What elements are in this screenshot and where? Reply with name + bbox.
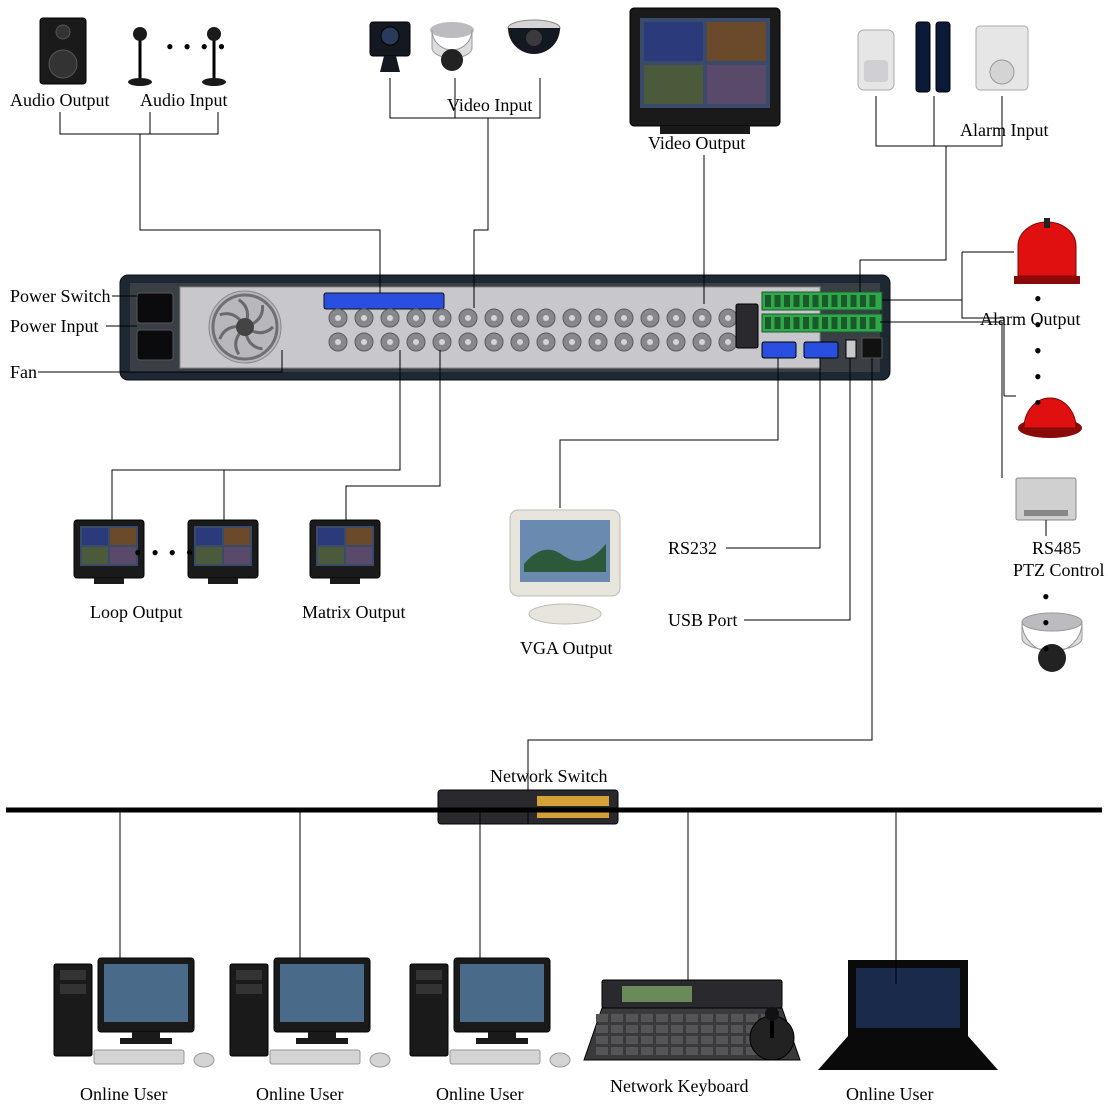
label-loop-output: Loop Output — [90, 602, 183, 623]
label-online-user-4: Online User — [846, 1084, 933, 1105]
dots-icon: ••• — [1042, 584, 1052, 662]
label-online-user-1: Online User — [80, 1084, 167, 1105]
label-network-switch: Network Switch — [490, 766, 607, 787]
label-power-switch: Power Switch — [10, 286, 111, 307]
label-fan: Fan — [10, 362, 37, 383]
label-online-user-3: Online User — [436, 1084, 523, 1105]
label-rs485-l2: PTZ Control — [1013, 560, 1105, 581]
label-audio-output: Audio Output — [10, 90, 110, 111]
label-alarm-input: Alarm Input — [960, 120, 1048, 141]
label-vga-output: VGA Output — [520, 638, 613, 659]
label-rs232: RS232 — [668, 538, 717, 559]
dots-icon: • • • • — [166, 34, 227, 60]
dots-icon: ••• — [1034, 338, 1044, 416]
label-network-keyboard: Network Keyboard — [610, 1076, 748, 1097]
dots-icon: • • • • — [134, 540, 195, 566]
label-online-user-2: Online User — [256, 1084, 343, 1105]
label-usb-port: USB Port — [668, 610, 738, 631]
label-alarm-output: Alarm Output — [980, 309, 1081, 330]
label-video-output: Video Output — [648, 133, 745, 154]
label-matrix-output: Matrix Output — [302, 602, 406, 623]
diagram-canvas: Audio Output Audio Input Video Input Vid… — [0, 0, 1108, 1118]
label-video-input: Video Input — [447, 95, 532, 116]
label-audio-input: Audio Input — [140, 90, 228, 111]
label-power-input: Power Input — [10, 316, 99, 337]
label-rs485-l1: RS485 — [1032, 538, 1081, 559]
